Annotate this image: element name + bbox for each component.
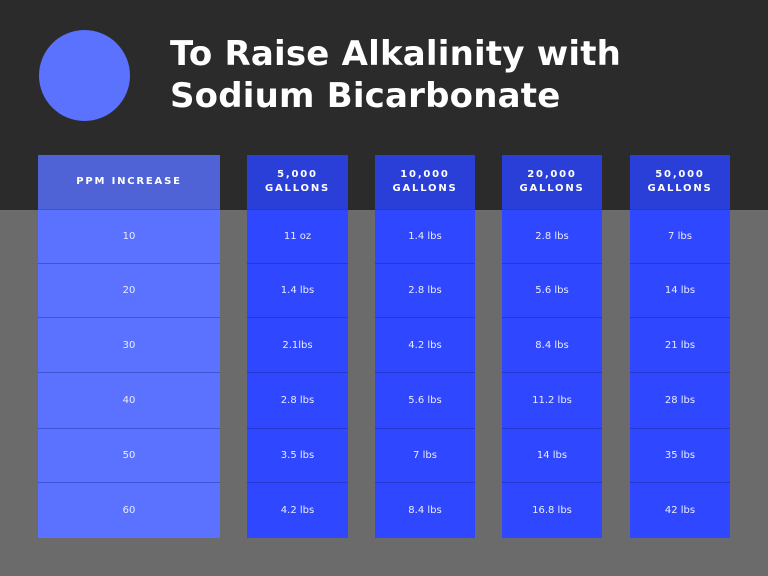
table-cell: 2.8 lbs [375,263,475,317]
column-body: 10 20 30 40 50 60 [38,209,220,538]
table-cell: 1.4 lbs [375,209,475,263]
column-body: 11 oz 1.4 lbs 2.1lbs 2.8 lbs 3.5 lbs 4.2 lbs [247,209,348,538]
column-body: 1.4 lbs 2.8 lbs 4.2 lbs 5.6 lbs 7 lbs 8.4 lbs [375,209,475,538]
gallons-50000-column: 50,000 GALLONS 7 lbs 14 lbs 21 lbs 28 lbs 35 l… [630,155,730,538]
table-cell: 11.2 lbs [502,372,602,428]
table-cell: 28 lbs [630,372,730,428]
table-cell: 11 oz [247,209,348,263]
table-cell: 21 lbs [630,317,730,372]
table-cell: 5.6 lbs [502,263,602,317]
table-cell: 8.4 lbs [502,317,602,372]
column-body: 7 lbs 14 lbs 21 lbs 28 lbs 35 lbs 42 lbs [630,209,730,538]
table-cell: 20 [38,263,220,317]
table-cell: 42 lbs [630,482,730,538]
table-cell: 35 lbs [630,428,730,482]
decorative-circle [39,30,130,121]
table-cell: 14 lbs [502,428,602,482]
table-cell: 50 [38,428,220,482]
table-cell: 3.5 lbs [247,428,348,482]
table-cell: 4.2 lbs [247,482,348,538]
table-cell: 1.4 lbs [247,263,348,317]
gallons-5000-column: 5,000 GALLONS 11 oz 1.4 lbs 2.1lbs 2.8 lbs 3.5… [247,155,348,538]
table-cell: 60 [38,482,220,538]
column-header: 10,000 GALLONS [375,155,475,209]
column-header: PPM INCREASE [38,155,220,209]
table-cell: 16.8 lbs [502,482,602,538]
table-cell: 10 [38,209,220,263]
gallons-20000-column: 20,000 GALLONS 2.8 lbs 5.6 lbs 8.4 lbs 11.2 l… [502,155,602,538]
table-cell: 2.8 lbs [247,372,348,428]
title-line-2: Sodium Bicarbonate [170,76,561,116]
title-line-1: To Raise Alkalinity with [170,34,622,74]
table-cell: 14 lbs [630,263,730,317]
column-header: 5,000 GALLONS [247,155,348,209]
table-cell: 2.8 lbs [502,209,602,263]
table-cell: 5.6 lbs [375,372,475,428]
table-cell: 7 lbs [630,209,730,263]
table-cell: 2.1lbs [247,317,348,372]
column-body: 2.8 lbs 5.6 lbs 8.4 lbs 11.2 lbs 14 lbs 16.8 … [502,209,602,538]
table-cell: 40 [38,372,220,428]
page-title: To Raise Alkalinity with Sodium Bicarbon… [170,33,621,117]
column-header: 50,000 GALLONS [630,155,730,209]
table-cell: 4.2 lbs [375,317,475,372]
table-cell: 30 [38,317,220,372]
ppm-increase-column: PPM INCREASE 10 20 30 40 50 60 [38,155,220,538]
gallons-10000-column: 10,000 GALLONS 1.4 lbs 2.8 lbs 4.2 lbs 5.6 lb… [375,155,475,538]
column-header: 20,000 GALLONS [502,155,602,209]
table-cell: 7 lbs [375,428,475,482]
table-cell: 8.4 lbs [375,482,475,538]
